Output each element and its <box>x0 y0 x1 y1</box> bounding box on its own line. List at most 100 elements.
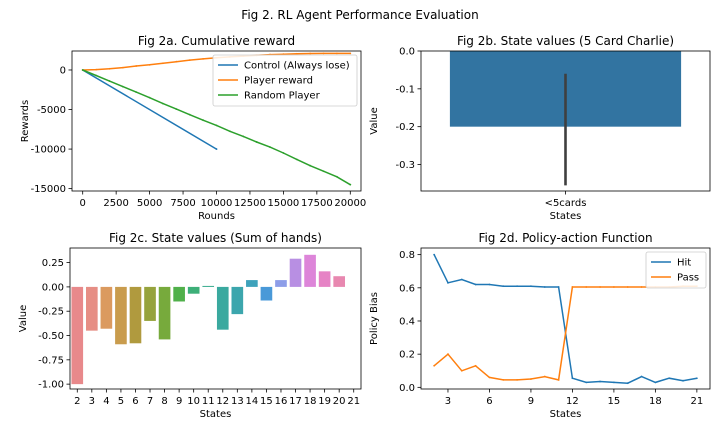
x-tick-label-c: 12 <box>216 396 229 407</box>
data-point-a-1 <box>162 62 164 65</box>
x-tick-label-d: 9 <box>528 396 534 407</box>
y-axis-label-a: Rewards <box>20 100 31 142</box>
x-tick-label-d: 15 <box>608 396 621 407</box>
data-point-a-2 <box>148 96 151 99</box>
data-point-d-1 <box>640 286 643 288</box>
data-point-d-0 <box>502 285 505 288</box>
x-tick-label-c: 9 <box>176 396 182 407</box>
x-tick-label-b: <5cards <box>545 198 587 209</box>
data-point-d-0 <box>626 382 629 385</box>
bar-c-8 <box>187 286 200 294</box>
x-tick-label-d: 21 <box>690 396 703 407</box>
data-point-a-2 <box>215 124 218 127</box>
data-point-d-0 <box>543 286 546 288</box>
data-point-a-2 <box>95 74 97 77</box>
data-point-a-2 <box>175 108 178 111</box>
data-point-a-2 <box>242 135 245 138</box>
x-tick-label-d: 18 <box>649 396 662 407</box>
y-tick-label-b: 0.0 <box>399 47 415 58</box>
data-point-d-0 <box>585 381 588 384</box>
y-tick-label-c: -0.50 <box>38 331 64 342</box>
bar-c-16 <box>304 254 316 287</box>
x-tick-label-c: 4 <box>103 396 109 407</box>
chart-title-c: Fig 2c. State values (Sum of hands) <box>109 231 322 245</box>
panel-d: 3 6 9 12 15 18 21 0.0 0.2 0.4 0.6 0.8 Fig 2d. Policy… <box>369 231 711 420</box>
bar-c-6 <box>158 286 171 340</box>
panel-c: 2 3 4 5 6 7 8 9 10 11 12 13 14 15 16 17 18 19 20 21 0.25 0.00… <box>18 231 362 420</box>
legend-entry-a-1: Player reward <box>244 76 313 87</box>
y-tick-label-d: 0.8 <box>399 250 415 261</box>
data-point-a-2 <box>162 102 164 105</box>
data-point-d-0 <box>682 379 684 382</box>
x-tick-label-a: 5000 <box>137 198 162 209</box>
x-tick-label-a: 15000 <box>267 198 299 209</box>
data-point-a-1 <box>349 52 352 55</box>
chart-title-b: Fig 2b. State values (5 Card Charlie) <box>457 34 674 48</box>
x-tick-label-c: 16 <box>275 396 288 407</box>
data-point-d-1 <box>530 378 532 380</box>
figure-suptitle: Fig 2. RL Agent Performance Evaluation <box>241 8 478 22</box>
data-point-a-1 <box>108 67 111 70</box>
data-point-a-1 <box>309 52 312 55</box>
data-point-a-2 <box>295 158 298 161</box>
data-point-d-0 <box>571 377 574 380</box>
data-point-d-1 <box>447 353 449 356</box>
x-axis-label-a: Rounds <box>198 211 235 222</box>
y-tick-label-b: -0.3 <box>395 160 415 171</box>
y-tick-label-d: 0.0 <box>399 383 415 394</box>
x-tick-label-a: 0 <box>80 198 86 209</box>
y-tick-label-d: 0.6 <box>399 283 415 294</box>
y-tick-label-b: -0.2 <box>395 122 415 133</box>
x-tick-label-d: 3 <box>445 396 451 407</box>
series-line-a-0 <box>82 69 217 150</box>
data-point-a-2 <box>121 85 124 88</box>
data-point-d-1 <box>502 378 505 381</box>
x-tick-label-c: 19 <box>318 396 331 407</box>
x-tick-label-c: 6 <box>132 396 138 407</box>
data-point-d-0 <box>695 377 698 380</box>
x-tick-label-d: 12 <box>566 396 579 407</box>
x-tick-label-a: 20000 <box>334 198 366 209</box>
data-point-d-1 <box>599 286 601 288</box>
data-point-d-0 <box>488 283 491 286</box>
x-axis-label-c: States <box>200 409 232 420</box>
chart-title-d: Fig 2d. Policy-action Function <box>478 231 652 245</box>
data-point-a-2 <box>228 130 231 133</box>
data-point-d-0 <box>612 381 615 384</box>
y-tick-label-c: -1.00 <box>38 380 64 391</box>
x-tick-label-c: 8 <box>161 396 167 407</box>
bar-c-1 <box>86 286 98 331</box>
x-tick-label-c: 11 <box>202 396 215 407</box>
y-tick-label-c: -0.75 <box>38 355 64 366</box>
x-tick-label-c: 10 <box>187 396 200 407</box>
x-tick-label-c: 5 <box>118 396 124 407</box>
data-point-a-2 <box>309 164 312 167</box>
panel-a: 0 2500 5000 7500 10000 12500 15000 17500 20000 0 -… <box>20 34 366 222</box>
x-tick-label-c: 2 <box>74 396 80 407</box>
data-point-a-1 <box>188 59 191 61</box>
data-point-d-0 <box>516 285 519 288</box>
data-point-a-1 <box>336 52 338 55</box>
data-point-a-1 <box>295 52 298 55</box>
data-point-d-0 <box>668 377 671 380</box>
x-tick-label-c: 14 <box>246 396 259 407</box>
x-tick-label-d: 6 <box>486 396 492 407</box>
data-point-d-0 <box>447 281 449 284</box>
y-tick-label-b: -0.1 <box>395 84 415 95</box>
y-axis-label-d: Policy Bias <box>369 292 380 345</box>
chart-title-a: Fig 2a. Cumulative reward <box>138 34 295 48</box>
y-tick-label-d: 0.4 <box>399 316 415 327</box>
y-tick-label-c: -0.25 <box>38 307 64 318</box>
bar-c-11 <box>231 286 244 315</box>
legend-entry-a-2: Random Player <box>244 91 321 102</box>
bar-c-5 <box>144 286 156 321</box>
y-tick-label-a: -15000 <box>31 184 66 195</box>
data-point-a-1 <box>135 65 138 67</box>
y-tick-label-a: -10000 <box>31 145 66 156</box>
data-point-a-2 <box>202 119 205 122</box>
data-point-a-1 <box>148 63 151 66</box>
data-point-a-1 <box>175 60 178 63</box>
data-point-a-2 <box>188 113 191 116</box>
legend-entry-d-0: Hit <box>677 258 691 269</box>
